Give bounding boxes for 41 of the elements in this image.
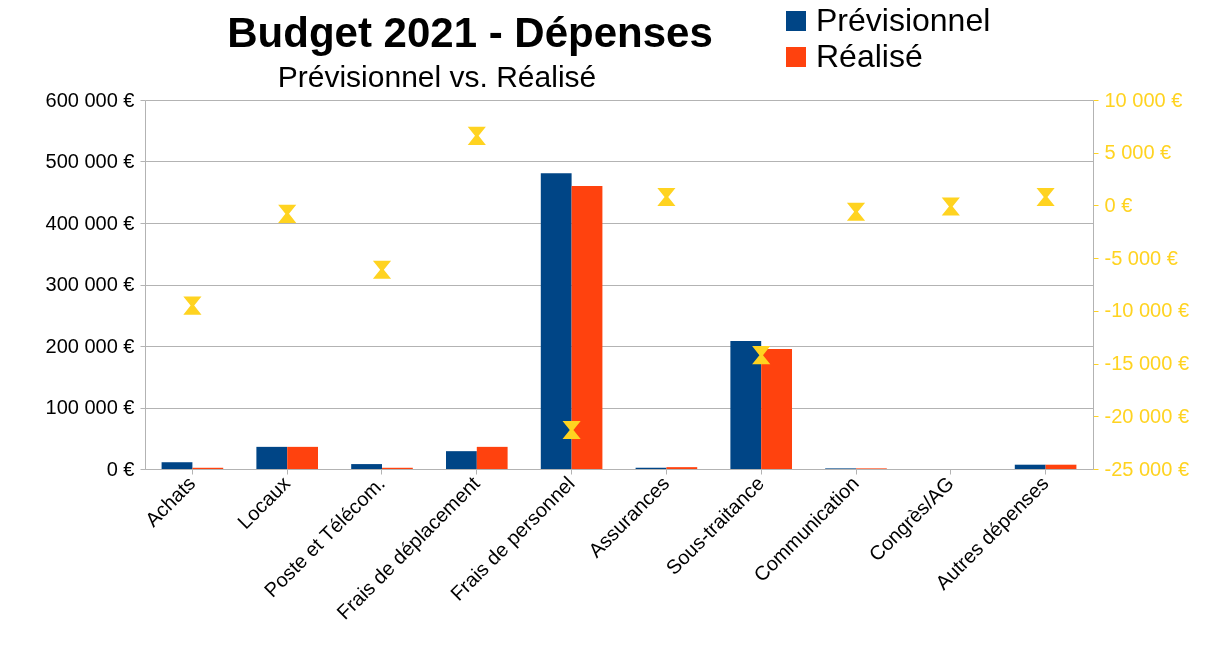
legend-label: Prévisionnel: [816, 2, 991, 38]
point: [562, 420, 581, 440]
point: [372, 260, 392, 279]
bar: [256, 446, 288, 469]
y2-tick-label: 10 000 €: [1104, 88, 1183, 111]
y2-tick-label: 0 €: [1104, 193, 1133, 216]
point: [1036, 187, 1055, 207]
bar: [761, 349, 793, 469]
y2-tick-label: 5 000 €: [1104, 141, 1172, 164]
point: [183, 296, 202, 315]
bar: [1014, 464, 1046, 469]
y-tick-label: 0 €: [106, 457, 135, 480]
bar: [476, 446, 508, 469]
point: [846, 202, 866, 221]
bar: [287, 446, 319, 469]
y2-tick-label: -15 000 €: [1104, 352, 1190, 375]
y2-tick-label: -5 000 €: [1104, 246, 1178, 269]
y2-tick-label: -20 000 €: [1104, 404, 1190, 427]
point: [467, 126, 486, 145]
bar: [445, 451, 477, 469]
point: [752, 346, 771, 365]
y-tick-label: 500 000 €: [45, 150, 135, 172]
point: [657, 187, 676, 207]
y-tick-label: 100 000 €: [45, 396, 135, 418]
y2-tick-label: -25 000 €: [1104, 457, 1190, 480]
bar: [351, 464, 382, 469]
bar: [540, 173, 572, 469]
y-tick-label: 200 000 €: [45, 334, 135, 357]
bar: [1045, 464, 1077, 469]
point: [278, 204, 297, 223]
y-tick-label: 400 000 €: [45, 211, 135, 234]
chart-title: Budget 2021 - Dépenses: [227, 9, 713, 56]
y-tick-label: 600 000 €: [45, 88, 135, 111]
y2-tick-label: -10 000 €: [1104, 299, 1190, 322]
legend-label: Réalisé: [816, 38, 923, 74]
bar: [571, 186, 603, 469]
y-tick-label: 300 000 €: [45, 273, 135, 295]
bar: [730, 341, 762, 469]
point: [941, 197, 960, 216]
chart-subtitle: Prévisionnel vs. Réalisé: [277, 60, 597, 93]
bar: [161, 462, 193, 469]
